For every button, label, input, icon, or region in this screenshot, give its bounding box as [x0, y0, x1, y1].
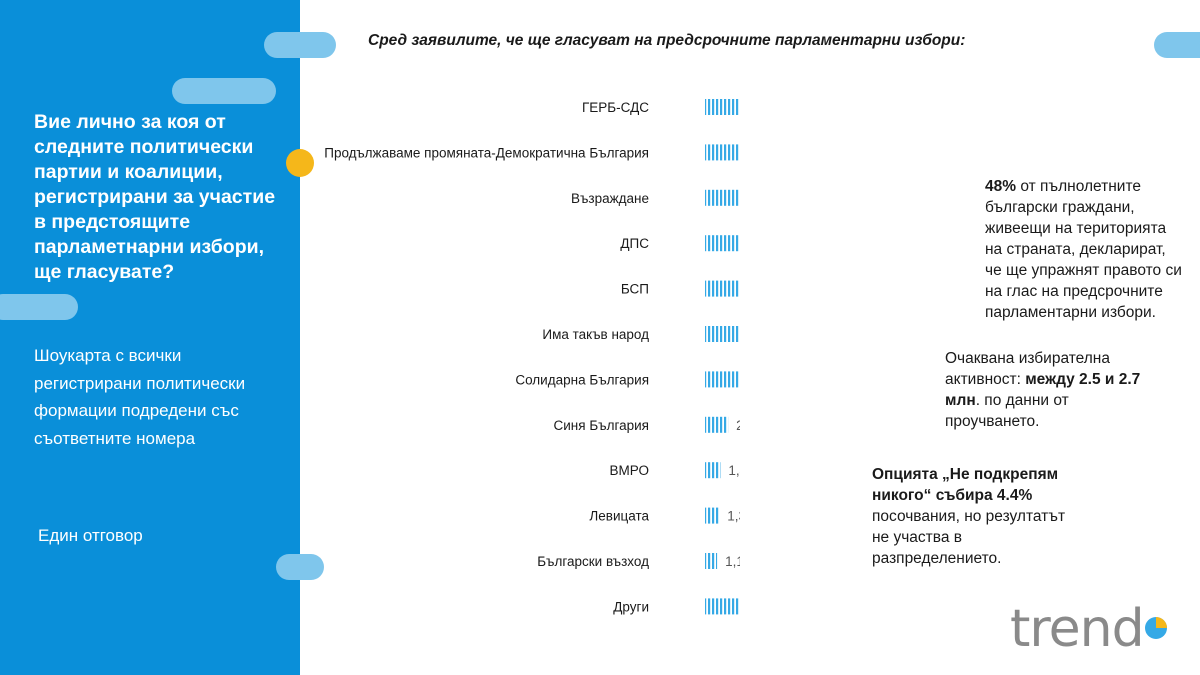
bar [705, 371, 740, 388]
bar [705, 416, 729, 433]
bar [705, 462, 721, 479]
bar-chart: ГЕРБ-СДС26,5%Продължаваме промяната-Демо… [324, 99, 740, 615]
category-label: Продължаваме промяната-Демократична Бълг… [324, 145, 649, 160]
bar [705, 598, 740, 615]
logo-text: trend [1010, 599, 1144, 656]
category-label: ВМРО [610, 463, 649, 478]
trend-logo-mark: trend [1010, 599, 1167, 659]
note-turnout-share-text: от пълнолетните български граждани, живе… [985, 178, 1182, 321]
chart-title: Сред заявилите, че ще гласуват на предср… [368, 32, 966, 49]
note-none-option-text: посочвания, но резултатът не участва в р… [872, 508, 1066, 567]
category-label: Солидарна България [515, 372, 649, 387]
category-label: БСП [621, 282, 649, 297]
decor-pill [264, 32, 336, 58]
note-none-option: Опцията „Не подкрепям никого“ събира 4.4… [872, 464, 1072, 569]
note-none-option-bold: Опцията „Не подкрепям никого“ събира 4.4… [872, 466, 1059, 504]
category-label: Други [613, 599, 649, 614]
category-label: Български възход [537, 554, 649, 569]
trend-logo: trend [1010, 598, 1180, 659]
bar [705, 235, 740, 252]
bar [705, 553, 718, 569]
note-turnout-share-bold: 48% [985, 178, 1017, 195]
bar [705, 280, 740, 297]
left-panel [0, 0, 300, 675]
note-expected-activity: Очаквана избирателна активност: между 2.… [945, 348, 1145, 432]
bar [705, 99, 740, 115]
category-label: Синя България [554, 418, 649, 433]
decor-pill [172, 78, 276, 104]
note-turnout-share: 48% от пълнолетните български граждани, … [985, 176, 1185, 323]
category-label: ДПС [620, 236, 649, 251]
decor-pill [0, 294, 78, 320]
value-label: 2,1% [736, 418, 740, 433]
category-label: ГЕРБ-СДС [582, 100, 649, 115]
one-answer-text: Един отговор [38, 526, 143, 545]
note-expected-activity-text1: Очаквана избирателна активност: [945, 350, 1110, 388]
category-label: Възраждане [571, 191, 649, 206]
value-label: 1,4% [728, 463, 740, 478]
value-label: 1,3% [727, 509, 740, 524]
decor-pill [276, 554, 324, 580]
bar [705, 326, 740, 342]
bar [705, 507, 720, 524]
value-label: 1,1% [725, 554, 740, 569]
question-text: Вие лично за коя от следните политически… [34, 111, 276, 283]
bar [705, 144, 740, 161]
decor-pill [1154, 32, 1200, 58]
note-expected-activity-text2: . по данни от проучването. [945, 392, 1069, 430]
category-label: Левицата [589, 509, 649, 524]
accent-dot [286, 149, 314, 177]
category-label: Има такъв народ [542, 327, 649, 342]
bar [705, 189, 740, 206]
showcard-text: Шоукарта с всички регистрирани политичес… [34, 346, 246, 448]
note-expected-activity-bold: между 2.5 и 2.7 млн [945, 371, 1141, 409]
